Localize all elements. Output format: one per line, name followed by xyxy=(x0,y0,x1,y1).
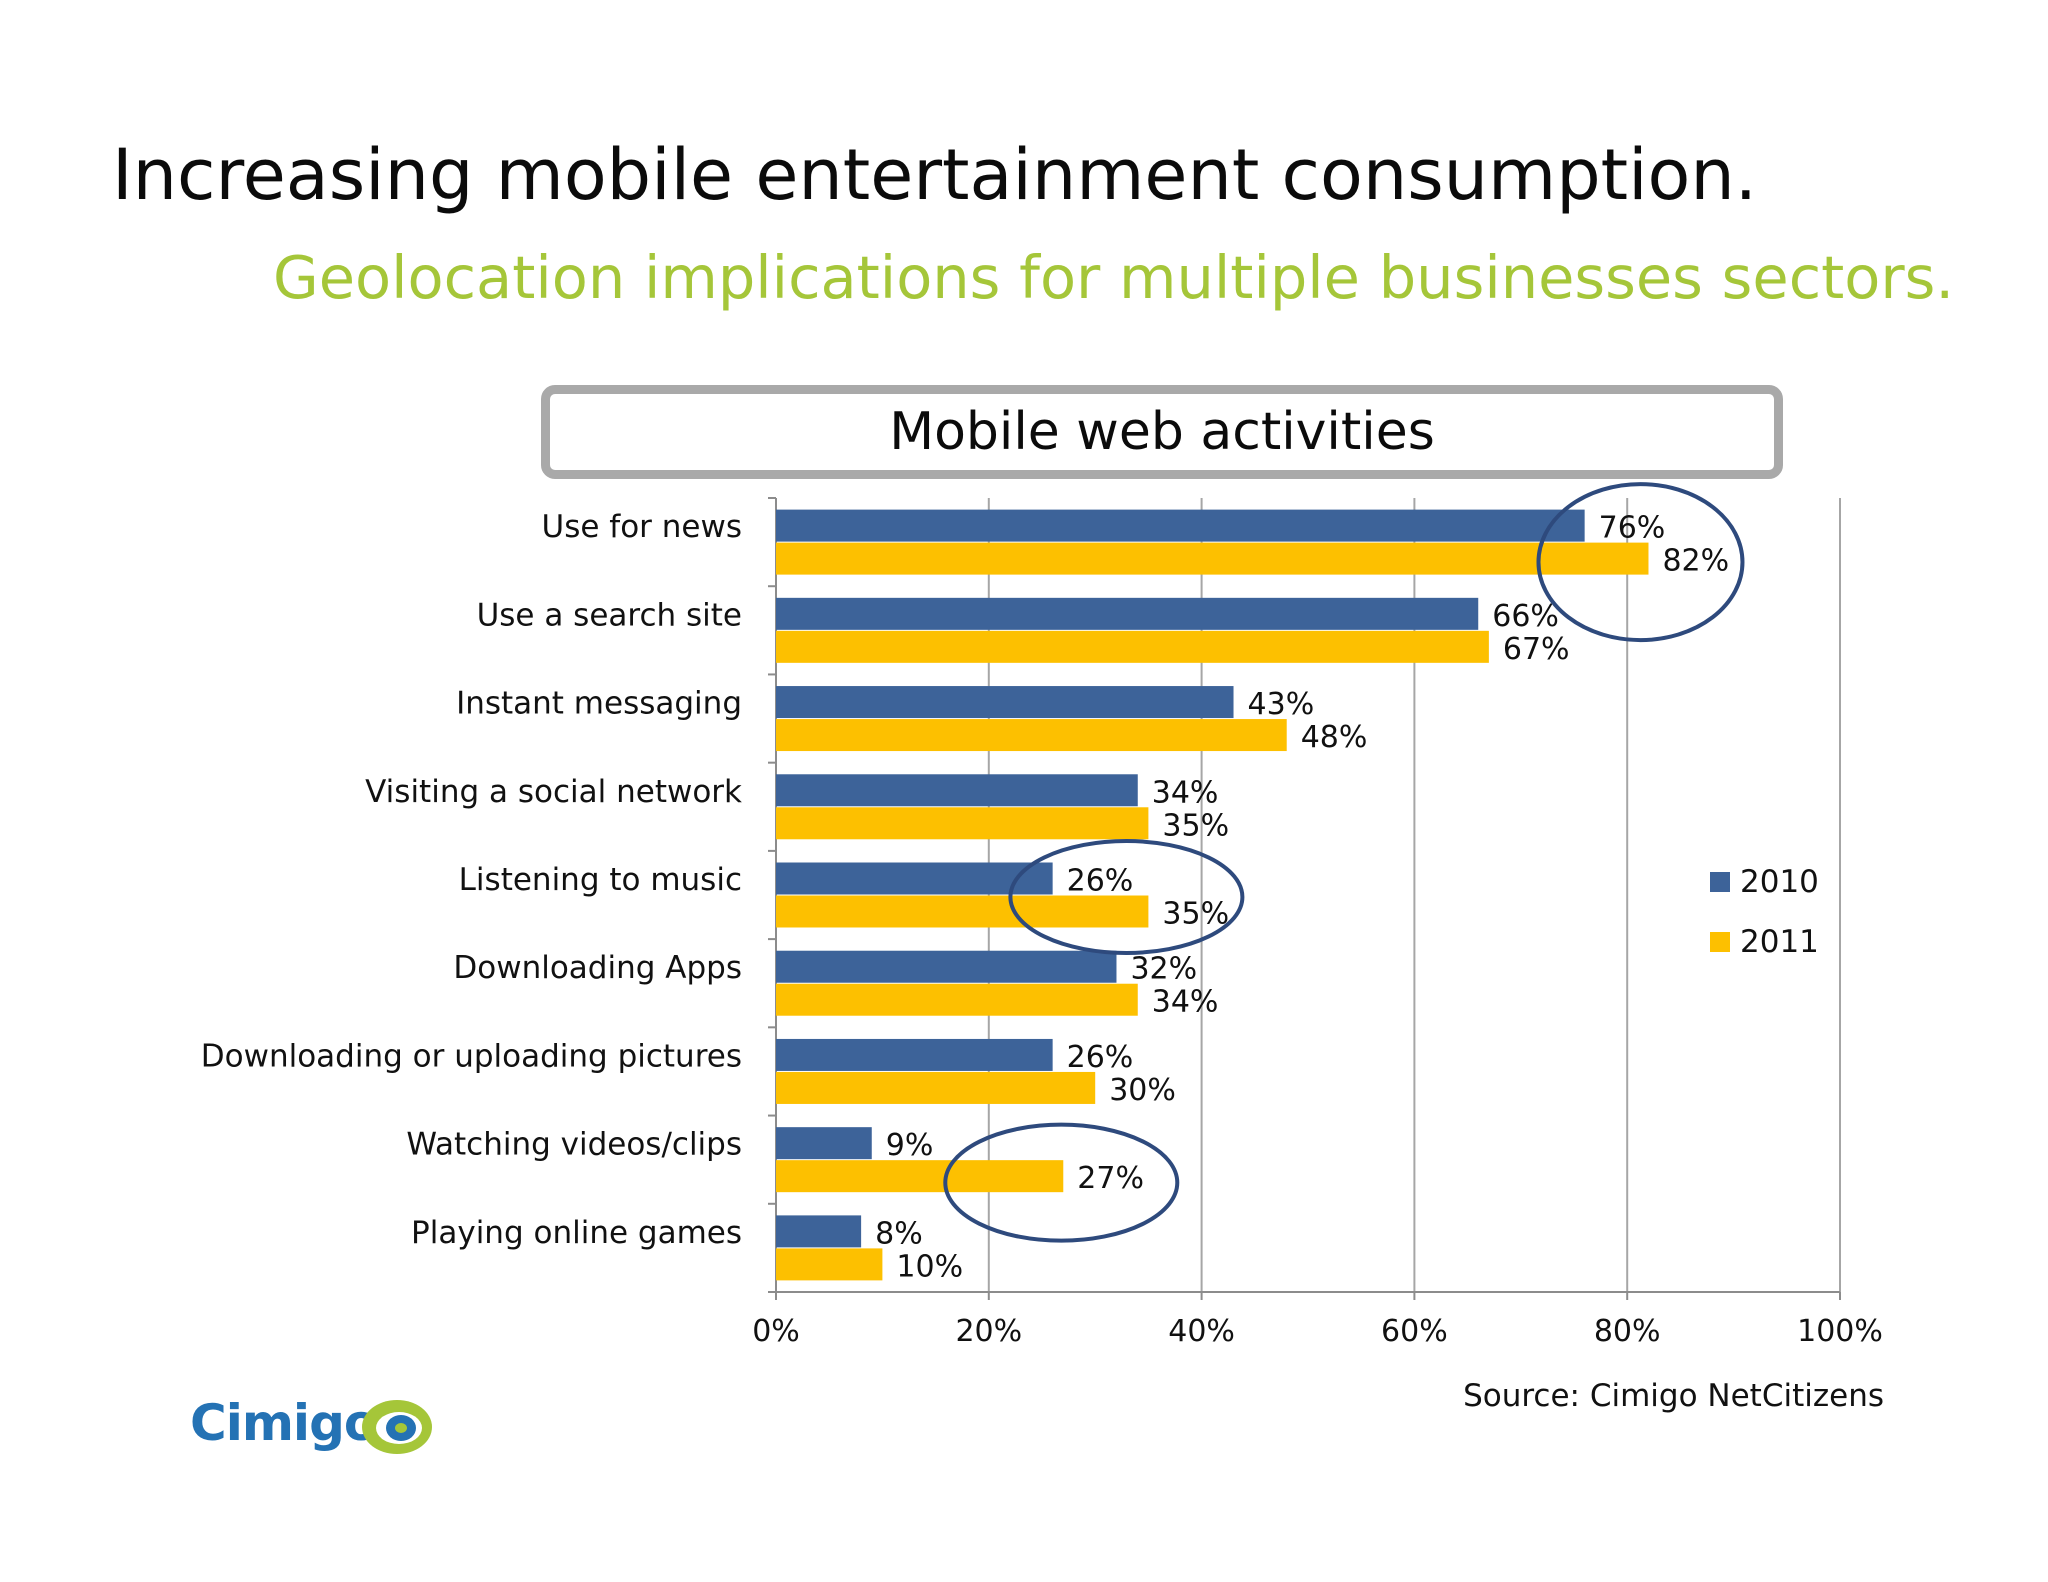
category-label: Use for news xyxy=(542,509,742,545)
data-label-2011: 10% xyxy=(896,1249,963,1284)
chart-title-box: Mobile web activities xyxy=(541,385,1783,479)
legend-label-2011: 2011 xyxy=(1740,924,1819,960)
data-label-2010: 26% xyxy=(1067,864,1134,899)
slide-title: Increasing mobile entertainment consumpt… xyxy=(112,134,1757,216)
category-label: Instant messaging xyxy=(456,686,742,722)
data-label-2010: 9% xyxy=(886,1128,934,1163)
bar-2010 xyxy=(776,774,1138,807)
bar-2011 xyxy=(776,1160,1064,1193)
bar-2011 xyxy=(776,1248,883,1281)
data-label-2011: 35% xyxy=(1162,808,1229,843)
category-label: Visiting a social network xyxy=(365,774,742,810)
slide-subtitle: Geolocation implications for multiple bu… xyxy=(273,243,1955,312)
category-label: Listening to music xyxy=(459,862,742,898)
data-label-2011: 30% xyxy=(1109,1073,1176,1108)
data-label-2010: 34% xyxy=(1152,775,1219,810)
bar-2011 xyxy=(776,1071,1096,1104)
data-label-2011: 35% xyxy=(1162,897,1229,932)
bar-2010 xyxy=(776,862,1053,895)
x-tick-label: 100% xyxy=(1797,1314,1883,1349)
bar-2010 xyxy=(776,597,1479,630)
x-tick-label: 80% xyxy=(1594,1314,1661,1349)
data-label-2010: 76% xyxy=(1599,511,1666,546)
bar-2010 xyxy=(776,1215,862,1248)
data-label-2011: 27% xyxy=(1077,1161,1144,1196)
data-label-2010: 26% xyxy=(1067,1040,1134,1075)
data-label-2010: 32% xyxy=(1130,952,1197,987)
cimigo-logo: Cimigo xyxy=(190,1396,440,1466)
x-tick-label: 60% xyxy=(1381,1314,1448,1349)
logo-text: Cimigo xyxy=(190,1394,378,1452)
bar-2010 xyxy=(776,509,1585,542)
bar-2011 xyxy=(776,895,1149,928)
highlight-circle xyxy=(1536,482,1745,643)
category-label: Use a search site xyxy=(477,597,742,633)
data-label-2011: 82% xyxy=(1662,544,1729,579)
data-label-2010: 43% xyxy=(1248,687,1315,722)
bar-2011 xyxy=(776,542,1649,575)
data-label-2011: 48% xyxy=(1301,720,1368,755)
bar-2011 xyxy=(776,983,1138,1016)
category-label: Watching videos/clips xyxy=(406,1127,742,1163)
data-label-2010: 8% xyxy=(875,1216,923,1251)
bar-2010 xyxy=(776,1127,872,1160)
bar-2010 xyxy=(776,1038,1053,1071)
source-note: Source: Cimigo NetCitizens xyxy=(1463,1378,1884,1414)
x-tick-label: 20% xyxy=(955,1314,1022,1349)
legend-swatch-2011 xyxy=(1710,932,1730,952)
data-label-2011: 67% xyxy=(1503,632,1570,667)
legend-swatch-2010 xyxy=(1710,872,1730,892)
category-label: Playing online games xyxy=(411,1215,742,1251)
data-label-2011: 34% xyxy=(1152,985,1219,1020)
category-label: Downloading Apps xyxy=(453,950,742,986)
bar-2011 xyxy=(776,719,1287,752)
legend-label-2010: 2010 xyxy=(1740,864,1819,900)
bar-2010 xyxy=(776,950,1117,983)
bar-2011 xyxy=(776,807,1149,840)
category-label: Downloading or uploading pictures xyxy=(201,1038,742,1074)
x-tick-label: 0% xyxy=(752,1314,800,1349)
bar-2010 xyxy=(776,686,1234,719)
chart-title: Mobile web activities xyxy=(889,402,1435,462)
highlight-circle xyxy=(1008,839,1245,955)
highlight-circle xyxy=(943,1122,1180,1243)
bar-2011 xyxy=(776,630,1489,663)
data-label-2010: 66% xyxy=(1492,599,1559,634)
eye-icon xyxy=(362,1400,432,1454)
x-tick-label: 40% xyxy=(1168,1314,1235,1349)
